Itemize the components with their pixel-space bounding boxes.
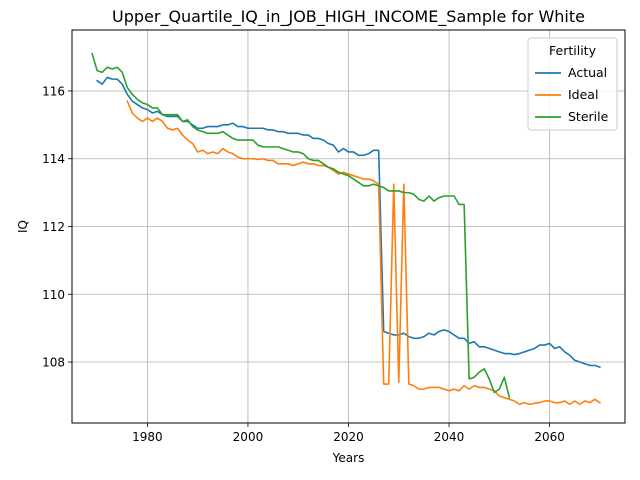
legend-label-actual: Actual [568, 65, 607, 80]
x-axis-label: Years [332, 451, 365, 465]
y-tick-label: 110 [42, 288, 65, 302]
legend-label-ideal: Ideal [568, 87, 598, 102]
y-axis-label: IQ [16, 220, 30, 233]
series-line-ideal [126, 100, 601, 406]
y-axis: 108 110 112 114 116 [42, 84, 72, 370]
x-tick-label: 2000 [233, 430, 264, 444]
series-layer [91, 52, 601, 406]
legend-box [527, 37, 618, 131]
x-axis: 1980 2000 2020 2040 2060 [132, 423, 565, 444]
y-tick-label: 114 [42, 152, 65, 166]
legend-title: Fertility [549, 43, 597, 58]
y-tick-label: 116 [42, 84, 65, 98]
x-tick-label: 1980 [132, 430, 163, 444]
y-tick-label: 112 [42, 220, 65, 234]
x-tick-label: 2040 [434, 430, 465, 444]
x-tick-label: 2020 [333, 430, 364, 444]
legend: Fertility Actual Ideal Sterile [527, 37, 618, 131]
series-line-sterile [91, 52, 511, 399]
chart-title: Upper_Quartile_IQ_in_JOB_HIGH_INCOME_Sam… [112, 7, 585, 27]
x-tick-label: 2060 [534, 430, 565, 444]
y-tick-label: 108 [42, 356, 65, 370]
legend-label-sterile: Sterile [568, 109, 609, 124]
